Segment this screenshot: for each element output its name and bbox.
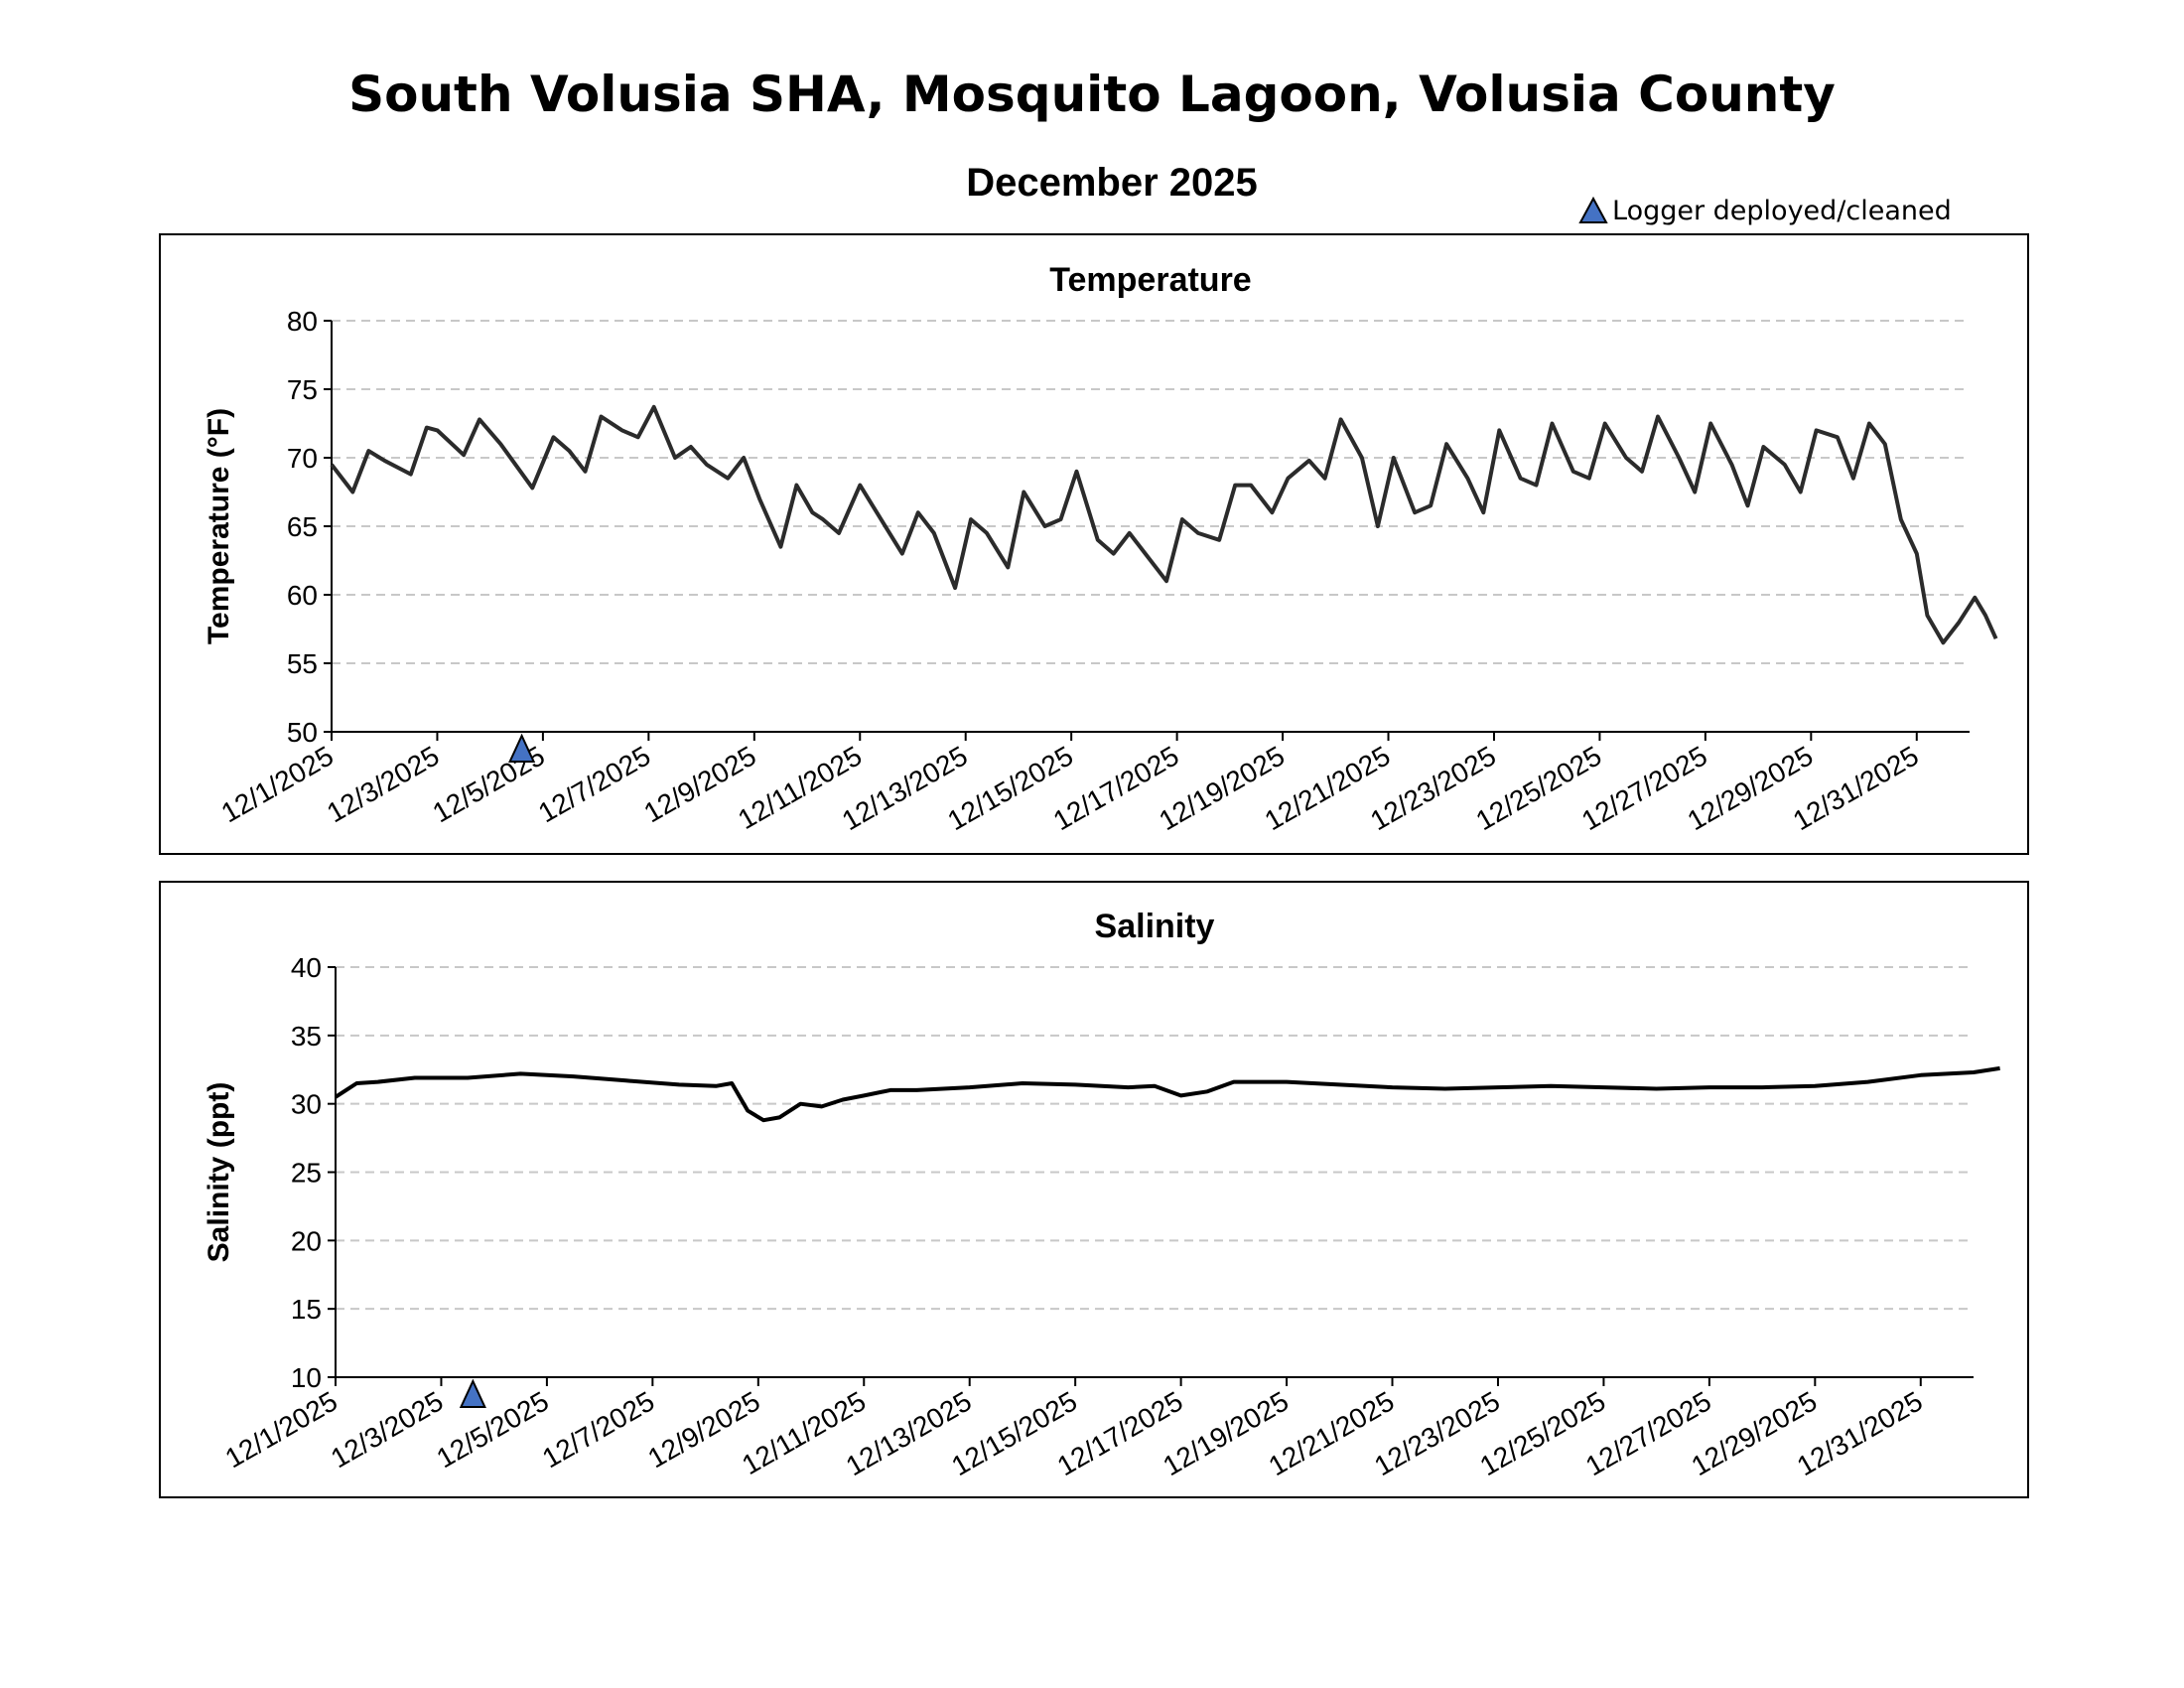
x-tick-label: 12/7/2025: [533, 740, 655, 828]
y-tick-label: 40: [291, 952, 322, 983]
y-tick-label: 75: [287, 374, 318, 405]
y-tick-label: 70: [287, 443, 318, 474]
x-tick-label: 12/3/2025: [326, 1385, 448, 1474]
y-axis-label: Salinity (ppt): [203, 1082, 235, 1263]
legend-label: Logger deployed/cleaned: [1612, 195, 1952, 226]
y-tick-label: 35: [291, 1021, 322, 1052]
y-tick-label: 15: [291, 1294, 322, 1325]
logger-marker: [459, 1378, 486, 1408]
y-tick-label: 30: [291, 1089, 322, 1120]
x-tick-label: 12/7/2025: [537, 1385, 659, 1474]
x-tick-label: 12/5/2025: [428, 740, 550, 828]
x-tick-label: 12/5/2025: [432, 1385, 554, 1474]
x-tick-label: 12/1/2025: [216, 740, 339, 828]
legend: Logger deployed/cleaned: [1578, 193, 1952, 228]
y-tick-label: 80: [287, 306, 318, 337]
y-tick-label: 20: [291, 1225, 322, 1256]
x-tick-label: 12/1/2025: [220, 1385, 342, 1474]
temperature-chart: Temperature 50 55 60 65 70 75 80 12/1/202512/3/2…: [203, 261, 1998, 836]
salinity-chart-panel: Salinity 10 15 20 25 30 35 40 12/1/2025 12/3/2025…: [159, 881, 2029, 1498]
y-tick-label: 50: [287, 717, 318, 748]
page-subtitle: December 2025: [966, 161, 1258, 205]
salinity-chart: Salinity 10 15 20 25 30 35 40 12/1/202512/3/2025…: [203, 908, 2000, 1481]
y-tick-label: 60: [287, 580, 318, 611]
salinity-line: [334, 1065, 2000, 1123]
chart-title: Temperature: [1049, 261, 1251, 299]
y-axis-label: Temperature (°F): [203, 408, 235, 644]
page-title: South Volusia SHA, Mosquito Lagoon, Volu…: [348, 66, 1836, 123]
y-tick-label: 65: [287, 511, 318, 542]
y-tick-label: 10: [291, 1362, 322, 1393]
logger-marker: [508, 733, 536, 763]
temperature-chart-panel: Temperature 50 55 60 65 70 75 80 12/1/2025 12/3/2…: [159, 233, 2029, 855]
chart-title: Salinity: [1095, 908, 1215, 945]
x-tick-label: 12/3/2025: [322, 740, 444, 828]
triangle-marker-icon: [1578, 196, 1608, 223]
y-tick-label: 25: [291, 1158, 322, 1189]
temperature-line: [330, 404, 1998, 645]
y-tick-label: 55: [287, 648, 318, 679]
